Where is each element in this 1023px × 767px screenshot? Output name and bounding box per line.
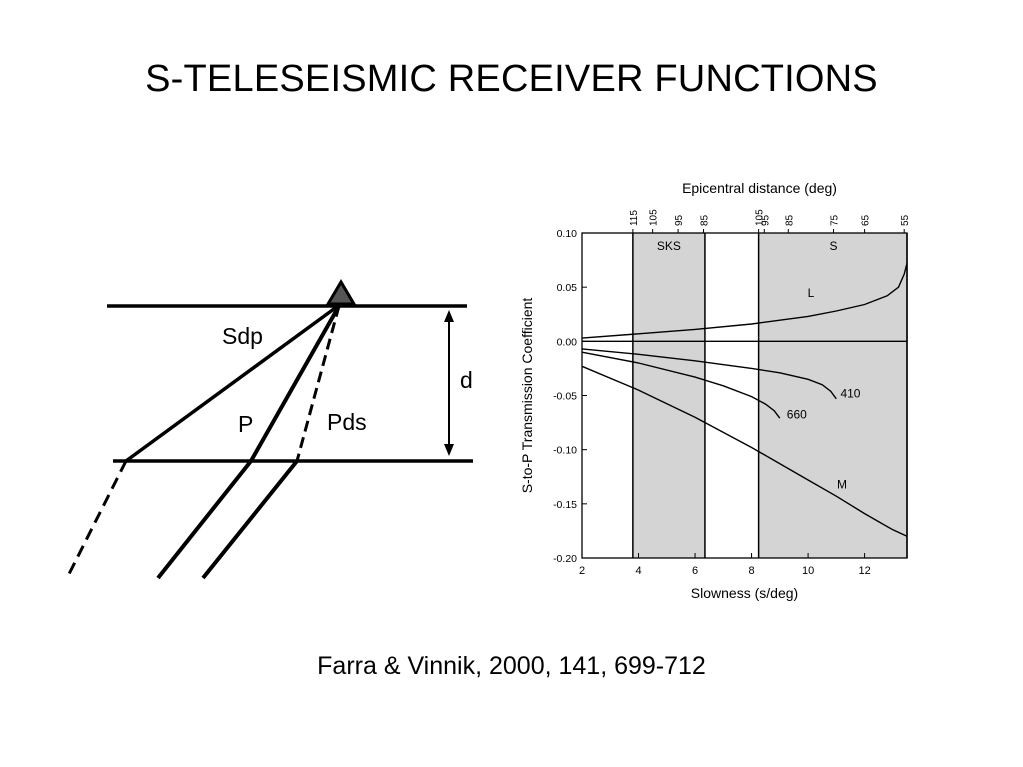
top-axis-title: Epicentral distance (deg) — [682, 180, 837, 196]
top-tick-label: 115 — [629, 210, 640, 226]
series-line-l — [581, 263, 908, 339]
p-label: P — [238, 411, 253, 437]
series-line-m — [581, 365, 908, 537]
top-tick-label: 85 — [700, 214, 711, 226]
y-tick-label: 0.10 — [557, 228, 578, 240]
x-tick-label: 6 — [692, 565, 698, 577]
pds-incoming-ray — [201, 459, 299, 580]
top-tick-label: 75 — [830, 214, 841, 226]
top-tick-label: 85 — [784, 214, 795, 226]
x-tick-label: 10 — [802, 565, 814, 577]
depth-arrow-head-bottom — [444, 444, 454, 456]
citation: Farra & Vinnik, 2000, 141, 699-712 — [317, 652, 706, 680]
p-incoming-ray — [156, 459, 253, 580]
y-tick-label: 0.00 — [557, 336, 578, 348]
region-label-s: S — [830, 239, 838, 253]
x-tick-label: 4 — [635, 565, 641, 577]
depth-label: d — [460, 367, 473, 393]
series-label-410: 410 — [840, 387, 860, 401]
top-tick-label: 105 — [755, 209, 766, 226]
y-tick-label: 0.05 — [557, 282, 578, 294]
y-tick-label: -0.05 — [553, 391, 577, 403]
slide-title: S-TELESEISMIC RECEIVER FUNCTIONS — [145, 58, 878, 100]
top-tick-label: 95 — [674, 214, 685, 226]
sdp-label: Sdp — [222, 323, 263, 349]
sdp-incoming-ray — [66, 460, 128, 577]
top-tick-label: 95 — [760, 214, 771, 226]
shaded-region-s — [758, 233, 907, 558]
series-label-m: M — [837, 478, 847, 492]
x-axis-title: Slowness (s/deg) — [691, 585, 798, 601]
pds-label: Pds — [327, 409, 367, 435]
y-tick-label: -0.15 — [553, 499, 577, 511]
y-tick-label: -0.20 — [553, 553, 577, 565]
y-axis-title: S-to-P Transmission Coefficient — [519, 298, 535, 494]
region-label-sks: SKS — [657, 239, 681, 253]
x-tick-label: 12 — [858, 565, 870, 577]
p-ray — [249, 305, 341, 462]
top-tick-label: 105 — [649, 209, 660, 226]
shaded-region-sks — [632, 233, 705, 558]
series-line-410 — [581, 348, 837, 400]
depth-arrow-head-top — [444, 310, 454, 322]
series-label-l: L — [808, 286, 815, 300]
top-tick-label: 55 — [900, 214, 911, 226]
triangle-station-icon — [325, 279, 357, 306]
series-label-660: 660 — [787, 407, 807, 421]
x-tick-label: 2 — [579, 565, 585, 577]
y-tick-label: -0.10 — [553, 445, 577, 457]
sdp-ray — [124, 304, 340, 463]
x-tick-label: 8 — [749, 565, 755, 577]
top-tick-label: 65 — [861, 214, 872, 226]
series-line-660 — [581, 351, 781, 419]
pds-ray — [295, 305, 341, 462]
